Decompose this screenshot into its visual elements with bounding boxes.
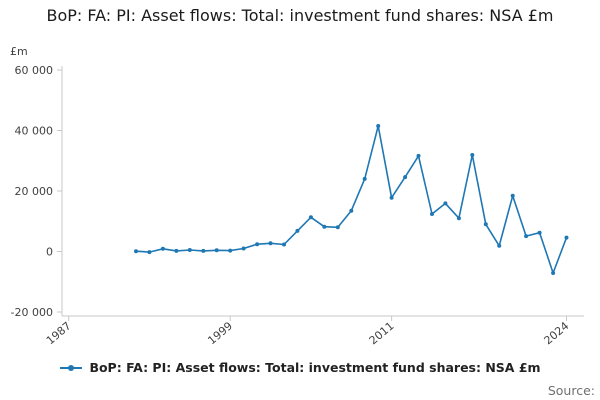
data-point (160, 246, 165, 251)
legend: BoP: FA: PI: Asset flows: Total: investm… (0, 360, 600, 375)
data-point (187, 248, 192, 252)
data-point (443, 201, 448, 206)
data-point (510, 193, 515, 198)
data-point (564, 235, 569, 240)
data-point (537, 230, 542, 235)
data-point (551, 271, 556, 275)
source-label: Source: (547, 383, 595, 398)
data-point (228, 248, 233, 253)
data-point (268, 241, 273, 246)
legend-label: BoP: FA: PI: Asset flows: Total: investm… (89, 360, 541, 375)
data-point (255, 242, 260, 247)
data-point (241, 246, 246, 251)
y-tick-label: 0 (46, 246, 53, 259)
data-point (416, 153, 421, 158)
data-point (524, 234, 529, 239)
data-point (470, 153, 475, 157)
data-point (403, 175, 408, 180)
data-point (430, 212, 434, 216)
data-point (349, 208, 354, 213)
data-point (147, 250, 152, 255)
data-point (201, 248, 206, 253)
y-tick-label: 20 000 (15, 185, 54, 198)
data-point (362, 176, 367, 181)
data-point (134, 249, 138, 254)
data-line (135, 125, 568, 274)
line-chart: -20 000 0 20 000 40 000 60 000 1987 1999 2011 20… (10, 45, 584, 345)
data-point (389, 195, 394, 200)
chart-title: BoP: FA: PI: Asset flows: Total: investm… (46, 6, 554, 25)
data-point (282, 242, 286, 247)
data-point (376, 124, 381, 128)
legend-item[interactable]: BoP: FA: PI: Asset flows: Total: investm… (59, 360, 541, 375)
legend-line-icon (60, 364, 83, 371)
data-point (322, 224, 327, 229)
x-tick-label: 2011 (367, 319, 397, 345)
data-point (497, 243, 502, 248)
data-point (174, 248, 179, 253)
y-tick-label: -20 000 (11, 306, 53, 319)
x-tick-label: 1999 (205, 319, 235, 345)
data-point (308, 215, 313, 220)
data-point (214, 248, 219, 253)
x-tick-label: 2024 (542, 319, 572, 345)
y-tick-label: 60 000 (15, 64, 54, 77)
data-point (295, 228, 300, 233)
data-point (335, 225, 340, 230)
y-tick-label: 40 000 (15, 125, 54, 138)
data-point (483, 222, 488, 227)
data-point (456, 216, 461, 221)
x-tick-label: 1987 (44, 319, 74, 345)
y-axis-unit-label: £m (10, 45, 28, 58)
